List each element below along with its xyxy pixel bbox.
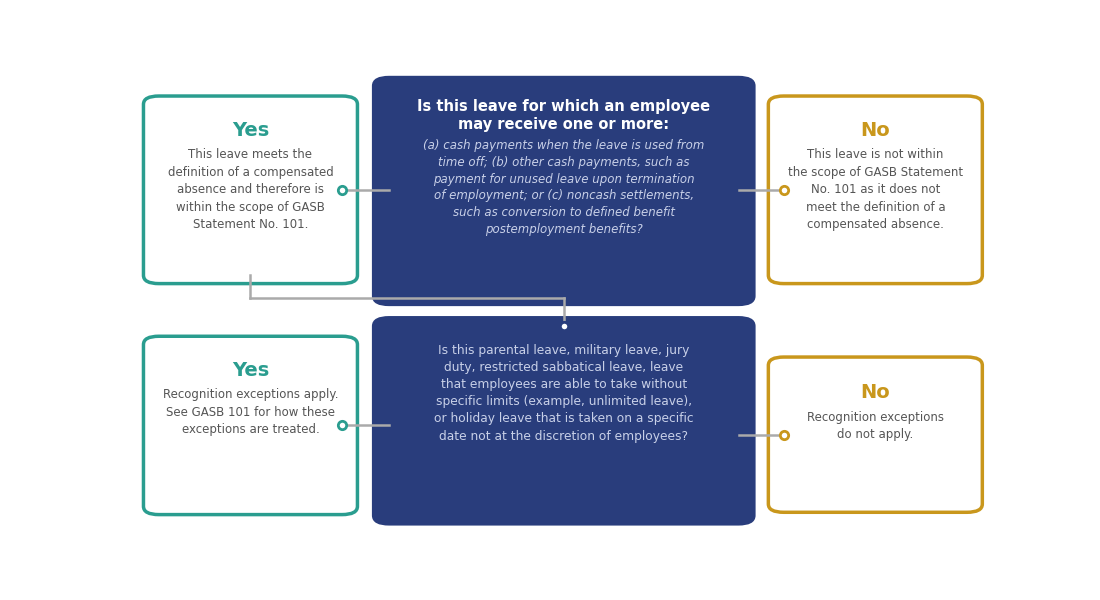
Text: Yes: Yes (232, 121, 270, 140)
Text: Recognition exceptions apply.
See GASB 101 for how these
exceptions are treated.: Recognition exceptions apply. See GASB 1… (163, 388, 338, 436)
Text: Is this parental leave, military leave, jury
duty, restricted sabbatical leave, : Is this parental leave, military leave, … (433, 344, 694, 443)
Text: No: No (860, 383, 890, 402)
Text: Yes: Yes (232, 361, 270, 380)
FancyBboxPatch shape (768, 96, 982, 284)
FancyBboxPatch shape (143, 96, 358, 284)
FancyBboxPatch shape (768, 357, 982, 512)
FancyBboxPatch shape (374, 77, 754, 304)
Text: This leave meets the
definition of a compensated
absence and therefore is
within: This leave meets the definition of a com… (167, 148, 333, 231)
FancyBboxPatch shape (374, 318, 754, 524)
Text: Is this leave for which an employee
may receive one or more:: Is this leave for which an employee may … (417, 99, 711, 133)
Text: This leave is not within
the scope of GASB Statement
No. 101 as it does not
meet: This leave is not within the scope of GA… (788, 148, 962, 231)
Text: No: No (860, 121, 890, 140)
Text: Recognition exceptions
do not apply.: Recognition exceptions do not apply. (806, 410, 944, 441)
Text: (a) cash payments when the leave is used from
time off; (b) other cash payments,: (a) cash payments when the leave is used… (424, 139, 704, 236)
FancyBboxPatch shape (143, 336, 358, 515)
